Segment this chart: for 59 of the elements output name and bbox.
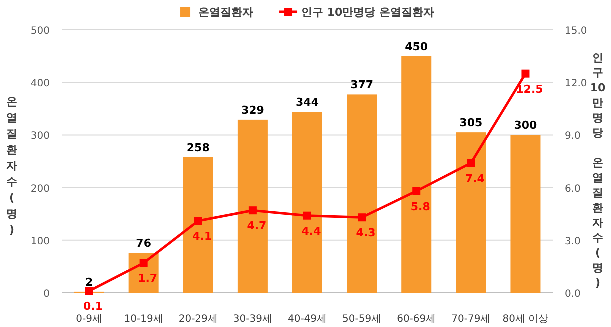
bar — [292, 112, 323, 293]
data-label: 305 — [460, 116, 483, 130]
data-label: 76 — [136, 237, 152, 250]
point — [194, 217, 202, 226]
text: 온열질환자수(명) — [6, 96, 18, 236]
bar — [510, 135, 541, 293]
data-label: 4.3 — [356, 226, 376, 240]
point — [522, 70, 530, 78]
point — [304, 212, 312, 220]
y-tick-label: 300 — [30, 131, 50, 142]
y2-tick-label: 12.0 — [565, 78, 588, 90]
point — [358, 214, 366, 222]
text: 인구10만명당 온열질환자수(명) — [590, 52, 606, 290]
x-tick-label: 60-69세 — [397, 314, 436, 325]
bar — [238, 120, 268, 293]
bar — [347, 94, 378, 293]
data-label: 450 — [405, 40, 428, 54]
x-tick-label: 20-29세 — [178, 314, 218, 325]
y-tick-label: 0 — [44, 289, 50, 300]
data-label: 300 — [514, 119, 538, 132]
y-tick-label: 400 — [30, 78, 50, 90]
x-tick-label: 40-49세 — [288, 314, 328, 325]
y-tick-label: 200 — [30, 184, 50, 195]
data-label: 258 — [186, 141, 210, 154]
x-tick-label: 50-59세 — [342, 314, 382, 325]
x-tick-label: 30-39세 — [233, 314, 272, 325]
point — [248, 206, 257, 215]
y-tick-label: 100 — [30, 236, 50, 248]
y2-tick-label: 15.0 — [565, 26, 588, 37]
x-tick-label: 80세 이상 — [502, 314, 549, 325]
data-label: 377 — [350, 78, 374, 92]
y2-tick-label: 3.0 — [565, 236, 581, 248]
data-label: 344 — [296, 96, 320, 110]
y2-tick-label: 0.0 — [565, 289, 581, 300]
data-label: 4.4 — [302, 224, 322, 238]
point — [140, 259, 148, 268]
point — [467, 159, 476, 168]
bar — [456, 132, 486, 293]
point — [412, 187, 421, 196]
x-tick-label: 10-19세 — [124, 314, 164, 325]
data-label: 5.8 — [410, 200, 430, 214]
data-label: 1.7 — [138, 272, 158, 286]
y2-tick-label: 6.0 — [565, 184, 581, 195]
data-label: 7.4 — [465, 172, 486, 186]
legend-label: 인구 10만명당 온열질환자 — [302, 6, 434, 19]
data-label: 4.7 — [247, 220, 267, 233]
y-tick-label: 500 — [30, 26, 50, 37]
x-tick-label: 70-79세 — [452, 314, 491, 325]
legend-label: 온열질환자 — [198, 6, 254, 19]
data-label: 4.1 — [192, 230, 212, 244]
data-label: 329 — [241, 104, 264, 117]
point — [85, 287, 94, 296]
y2-tick-label: 9.0 — [565, 131, 581, 142]
data-label: 12.5 — [516, 82, 544, 96]
data-label: 0.1 — [84, 300, 104, 314]
data-label: 2 — [85, 276, 94, 289]
bar — [183, 157, 214, 293]
x-tick-label: 0-9세 — [76, 314, 102, 325]
bar — [402, 56, 432, 293]
